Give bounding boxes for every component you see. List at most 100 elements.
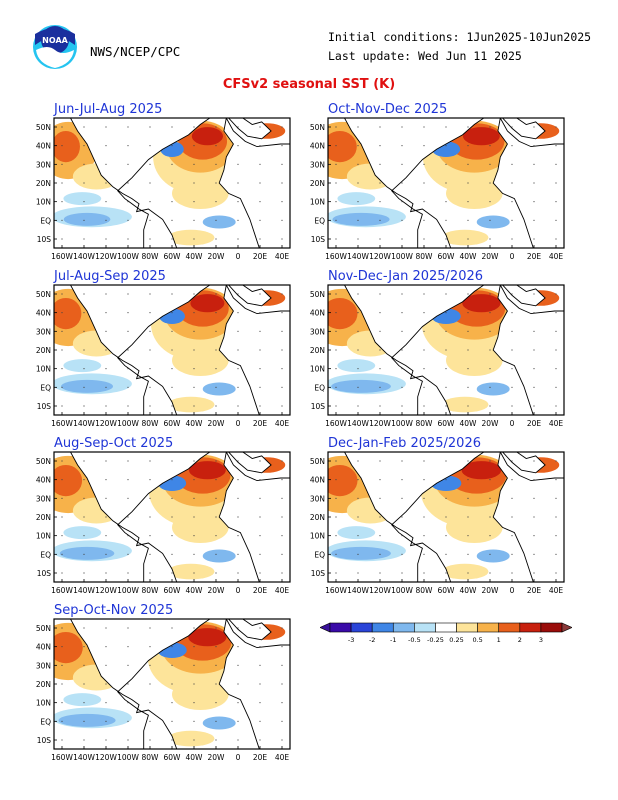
grid-dot bbox=[357, 572, 359, 574]
grid-dot bbox=[445, 497, 447, 499]
grid-dot bbox=[149, 386, 151, 388]
grid-dot bbox=[357, 182, 359, 184]
grid-dot bbox=[127, 702, 129, 704]
grid-dot bbox=[215, 460, 217, 462]
grid-dot bbox=[149, 516, 151, 518]
grid-dot bbox=[259, 572, 261, 574]
lon-tick-label: 120W bbox=[95, 753, 117, 762]
lon-tick-label: 100W bbox=[117, 252, 139, 261]
warm-anomaly bbox=[462, 127, 500, 146]
grid-dot bbox=[171, 460, 173, 462]
grid-dot bbox=[127, 479, 129, 481]
lat-tick-label: 10S bbox=[311, 235, 326, 244]
grid-dot bbox=[555, 368, 557, 370]
grid-dot bbox=[215, 349, 217, 351]
grid-dot bbox=[105, 720, 107, 722]
panel-title: Jun-Jul-Aug 2025 bbox=[54, 102, 163, 117]
lat-tick-label: 40N bbox=[36, 142, 51, 151]
grid-dot bbox=[105, 497, 107, 499]
grid-dot bbox=[335, 330, 337, 332]
lon-tick-label: 120W bbox=[95, 252, 117, 261]
grid-dot bbox=[127, 664, 129, 666]
grid-dot bbox=[259, 516, 261, 518]
lat-tick-label: 20N bbox=[36, 680, 51, 689]
grid-dot bbox=[379, 126, 381, 128]
grid-dot bbox=[357, 497, 359, 499]
warm-anomaly bbox=[462, 294, 501, 313]
lon-tick-label: 40E bbox=[275, 419, 290, 428]
panel-title: Aug-Sep-Oct 2025 bbox=[54, 436, 174, 451]
grid-dot bbox=[259, 627, 261, 629]
africa-landmass bbox=[492, 452, 564, 582]
grid-dot bbox=[357, 330, 359, 332]
grid-dot bbox=[171, 182, 173, 184]
grid-dot bbox=[511, 386, 513, 388]
grid-dot bbox=[555, 572, 557, 574]
grid-dot bbox=[445, 163, 447, 165]
grid-dot bbox=[61, 646, 63, 648]
grid-dot bbox=[281, 312, 283, 314]
sst-panel: Aug-Sep-Oct 2025 50N 40N 30N 20N 10N EQ 10S 160W… bbox=[26, 436, 294, 599]
grid-dot bbox=[83, 368, 85, 370]
grid-dot bbox=[193, 238, 195, 240]
grid-dot bbox=[533, 535, 535, 537]
colorbar: -3 -2 -1 -0.5 -0.25 0.25 0.5 1 2 3 bbox=[319, 622, 573, 644]
colorbar-swatch bbox=[329, 622, 352, 633]
grid-dot bbox=[357, 553, 359, 555]
cool-anomaly bbox=[331, 379, 391, 393]
grid-dot bbox=[467, 330, 469, 332]
cool-anomaly bbox=[337, 526, 376, 540]
colorbar-swatch bbox=[540, 622, 563, 633]
lon-tick-label: 140W bbox=[347, 419, 369, 428]
grid-dot bbox=[467, 516, 469, 518]
grid-dot bbox=[489, 479, 491, 481]
lat-tick-label: 40N bbox=[310, 476, 325, 485]
grid-dot bbox=[489, 201, 491, 203]
grid-dot bbox=[357, 293, 359, 295]
grid-dot bbox=[533, 238, 535, 240]
grid-dot bbox=[193, 349, 195, 351]
colorbar-swatch bbox=[350, 622, 373, 633]
grid-dot bbox=[281, 201, 283, 203]
grid-dot bbox=[533, 201, 535, 203]
americas-landmass bbox=[54, 452, 211, 582]
grid-dot bbox=[281, 460, 283, 462]
warm-anomaly bbox=[190, 294, 225, 313]
grid-dot bbox=[511, 163, 513, 165]
grid-dot bbox=[237, 386, 239, 388]
lon-tick-label: 80W bbox=[142, 419, 160, 428]
grid-dot bbox=[127, 683, 129, 685]
grid-dot bbox=[423, 145, 425, 147]
colorbar-legend: -3 -2 -1 -0.5 -0.25 0.25 0.5 1 2 3 bbox=[319, 622, 573, 652]
grid-dot bbox=[61, 163, 63, 165]
grid-dot bbox=[237, 664, 239, 666]
grid-dot bbox=[259, 163, 261, 165]
cool-anomaly bbox=[61, 379, 113, 393]
grid-dot bbox=[193, 497, 195, 499]
grid-dot bbox=[105, 535, 107, 537]
grid-dot bbox=[489, 386, 491, 388]
lon-tick-label: 160W bbox=[325, 586, 347, 595]
grid-dot bbox=[61, 664, 63, 666]
grid-dot bbox=[533, 479, 535, 481]
grid-dot bbox=[357, 349, 359, 351]
grid-dot bbox=[423, 572, 425, 574]
grid-dot bbox=[467, 201, 469, 203]
grid-dot bbox=[555, 479, 557, 481]
grid-dot bbox=[401, 201, 403, 203]
lon-tick-label: 60W bbox=[438, 252, 456, 261]
grid-dot bbox=[149, 497, 151, 499]
lat-tick-label: 50N bbox=[36, 290, 51, 299]
colorbar-swatch bbox=[456, 622, 478, 633]
grid-dot bbox=[259, 460, 261, 462]
grid-dot bbox=[127, 405, 129, 407]
grid-dot bbox=[237, 238, 239, 240]
warm-anomaly bbox=[441, 396, 489, 413]
europe-landmass bbox=[227, 285, 272, 307]
cool-anomaly bbox=[337, 192, 376, 206]
grid-dot bbox=[237, 219, 239, 221]
lon-tick-label: 20E bbox=[253, 753, 268, 762]
grid-dot bbox=[83, 238, 85, 240]
lat-tick-label: EQ bbox=[314, 550, 325, 559]
grid-dot bbox=[193, 330, 195, 332]
